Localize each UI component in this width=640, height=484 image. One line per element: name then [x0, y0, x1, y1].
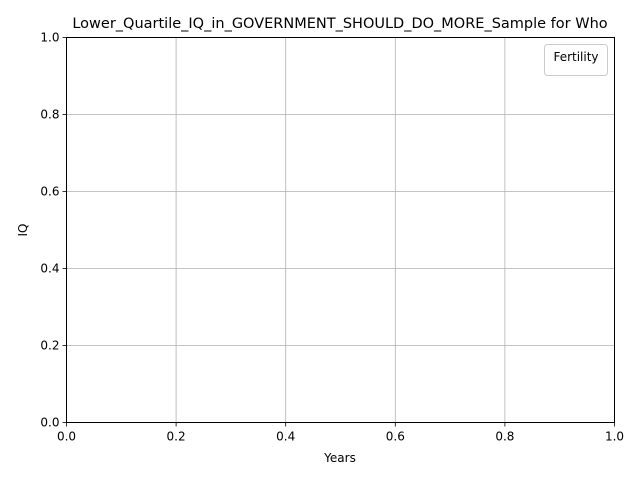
legend: Fertility: [544, 44, 608, 76]
y-axis-label: IQ: [16, 224, 30, 237]
x-tick-label: 0.4: [276, 430, 295, 444]
y-tick-label: 0.6: [40, 185, 59, 199]
axes-frame: [66, 37, 615, 423]
y-tick-label: 1.0: [40, 31, 59, 45]
x-tick-label: 0.0: [57, 430, 76, 444]
x-tick-label: 1.0: [605, 430, 624, 444]
y-tick-label: 0.8: [40, 108, 59, 122]
y-tick-label: 0.4: [40, 262, 59, 276]
legend-box: [544, 44, 608, 76]
grid-lines: [66, 37, 615, 423]
legend-title: Fertility: [553, 50, 598, 64]
x-axis-ticks: 0.0 0.2 0.4 0.6 0.8 1.0: [57, 422, 624, 444]
x-axis-label: Years: [323, 451, 356, 465]
y-axis-ticks: 0.0 0.2 0.4 0.6 0.8 1.0: [40, 31, 67, 430]
x-tick-label: 0.6: [386, 430, 405, 444]
x-tick-label: 0.2: [167, 430, 186, 444]
y-tick-label: 0.0: [40, 416, 59, 430]
chart-title: Lower_Quartile_IQ_in_GOVERNMENT_SHOULD_D…: [72, 16, 607, 32]
x-tick-label: 0.8: [495, 430, 514, 444]
y-tick-label: 0.2: [40, 339, 59, 353]
